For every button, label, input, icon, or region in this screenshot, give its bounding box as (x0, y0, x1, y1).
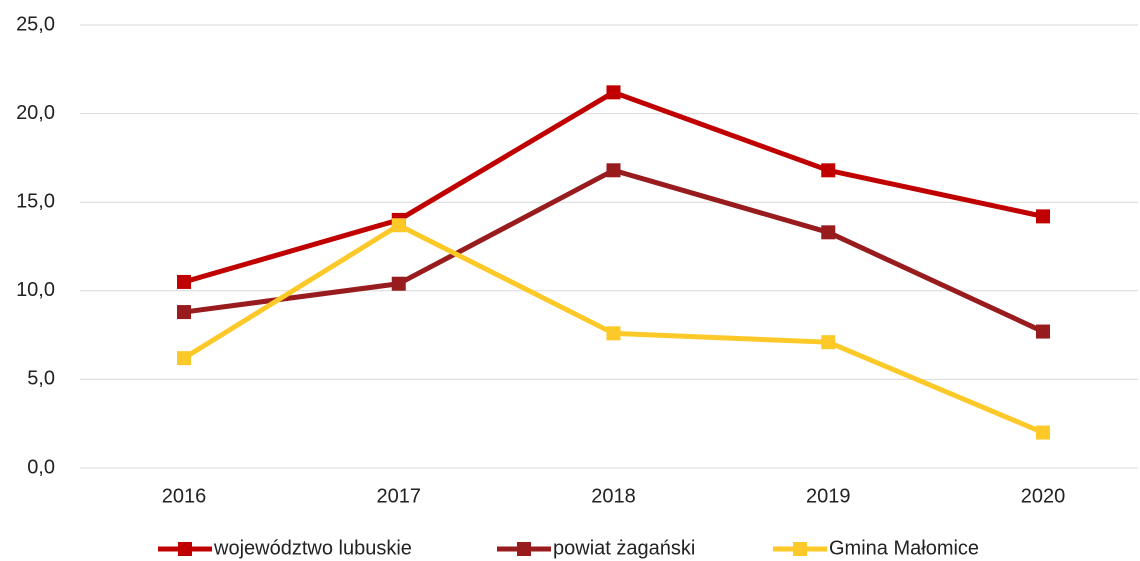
legend-label: powiat żagański (553, 537, 695, 559)
x-tick-label: 2020 (1021, 485, 1066, 507)
legend-marker (178, 542, 192, 556)
y-tick-label: 15,0 (16, 190, 55, 212)
y-tick-label: 5,0 (27, 368, 55, 390)
series-marker (606, 326, 621, 341)
y-tick-label: 0,0 (27, 456, 55, 478)
series-line (183, 167, 1045, 334)
x-tick-label: 2018 (591, 485, 636, 507)
series-line (183, 89, 1044, 285)
y-tick-label: 25,0 (16, 13, 55, 35)
series-marker (391, 276, 406, 291)
legend-marker (793, 542, 807, 556)
series-marker (606, 163, 621, 178)
series-marker (1036, 425, 1050, 440)
x-tick-label: 2016 (162, 485, 207, 507)
series-marker (821, 163, 836, 178)
y-tick-label: 20,0 (16, 102, 55, 124)
series-marker (177, 274, 191, 289)
series-marker (606, 85, 621, 100)
series-marker (821, 225, 836, 240)
legend-label: Gmina Małomice (829, 537, 979, 559)
series-marker (1036, 324, 1050, 339)
series-marker (177, 305, 191, 320)
legend-label: województwo lubuskie (213, 537, 412, 559)
series-marker (391, 218, 406, 233)
x-tick-label: 2019 (806, 485, 851, 507)
series-marker (1036, 209, 1050, 224)
y-tick-label: 10,0 (16, 279, 55, 301)
x-tick-label: 2017 (377, 485, 422, 507)
series-marker (177, 351, 191, 366)
legend-marker (517, 542, 531, 556)
series-marker (821, 335, 836, 350)
